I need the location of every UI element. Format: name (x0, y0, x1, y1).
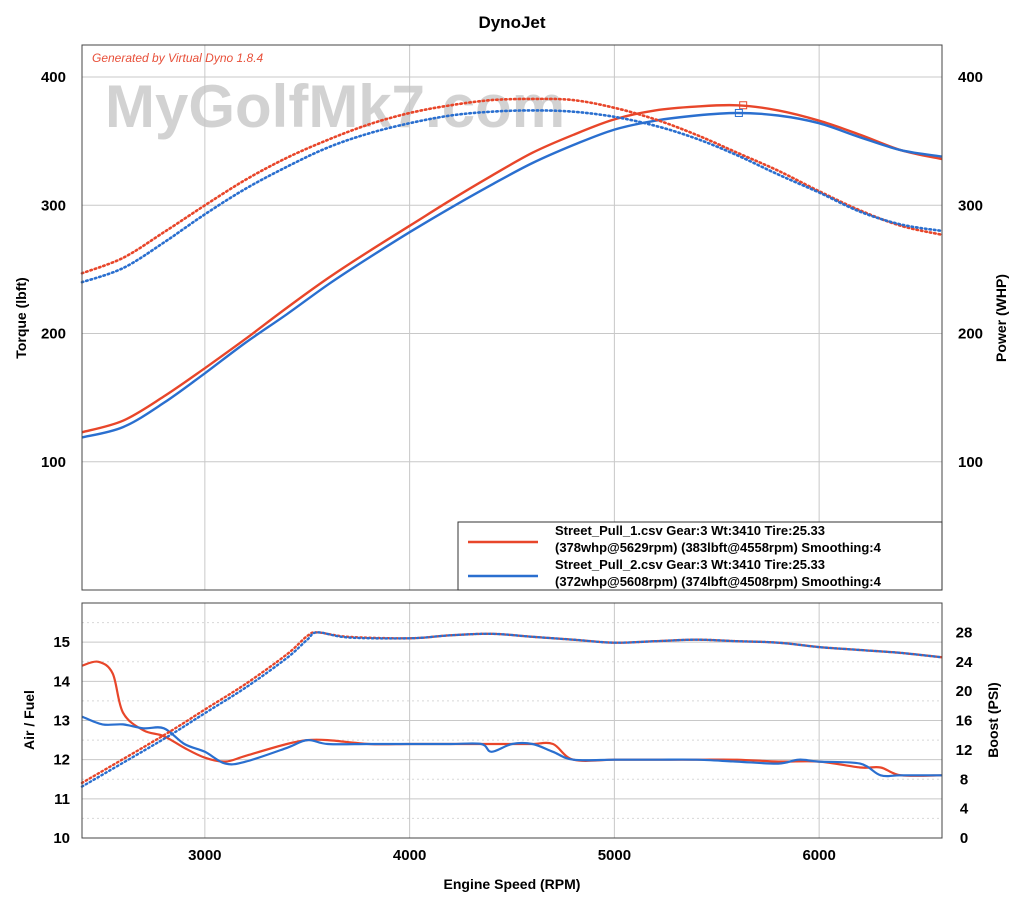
series-line-torque-1 (80, 97, 944, 275)
series-line-torque-2 (80, 109, 944, 284)
axis-ticks: 100 200 300 400 100 200 300 400 10 11 12 13 14 15 0 4 8 1… (41, 69, 983, 864)
legend-box (457, 521, 943, 591)
x-tick-label: 6000 (802, 847, 835, 864)
y-tick-label-power: 100 (958, 454, 983, 471)
series-line-power-2 (81, 111, 943, 439)
y-tick-label-air-fuel: 11 (54, 791, 70, 808)
series-line-boost-2 (80, 631, 944, 788)
y-tick-label-power: 300 (958, 197, 983, 214)
series-line-air_fuel-2 (81, 715, 942, 778)
top-plot-grid (82, 45, 942, 590)
x-tick-label: 4000 (393, 847, 426, 864)
series-line-power-1 (81, 103, 943, 434)
y-tick-label-boost: 28 (956, 624, 973, 641)
y-axis-label-boost: Boost (PSI) (985, 682, 1001, 757)
peak-marker-1 (739, 101, 748, 110)
y-tick-label-boost: 16 (956, 713, 973, 730)
top-plot-series (80, 97, 944, 439)
y-tick-label-power: 200 (958, 326, 983, 343)
series-line-air_fuel-1 (81, 660, 943, 777)
y-tick-label-boost: 4 (960, 801, 969, 818)
legend-entry-2-line-2: (372whp@5608rpm) (374lbft@4508rpm) Smoot… (555, 574, 882, 589)
y-tick-label-boost: 24 (956, 654, 973, 671)
y-tick-label-boost: 12 (956, 742, 973, 759)
y-tick-label-air-fuel: 12 (53, 752, 70, 769)
y-tick-label-air-fuel: 14 (53, 673, 70, 690)
y-tick-label-air-fuel: 15 (53, 634, 70, 651)
legend-entry-1-line-2: (378whp@5629rpm) (383lbft@4558rpm) Smoot… (555, 540, 882, 555)
chart-title: DynoJet (478, 13, 545, 32)
peak-markers (734, 101, 748, 117)
y-tick-label-torque: 300 (41, 197, 66, 214)
bottom-plot-grid (82, 603, 942, 839)
x-axis-label: Engine Speed (RPM) (444, 876, 581, 892)
peak-marker-2 (734, 108, 743, 117)
generator-annotation: Generated by Virtual Dyno 1.8.4 (92, 51, 264, 65)
y-axis-label-power: Power (WHP) (993, 274, 1009, 362)
y-tick-label-air-fuel: 13 (53, 713, 70, 730)
watermark-text: MyGolfMk7.com (105, 73, 565, 140)
y-tick-label-torque: 400 (41, 69, 66, 86)
y-tick-label-boost: 0 (960, 830, 968, 847)
x-tick-label: 5000 (598, 847, 631, 864)
x-tick-label: 3000 (188, 847, 221, 864)
bottom-plot-frame (81, 602, 943, 839)
y-axis-label-air-fuel: Air / Fuel (21, 690, 37, 750)
bottom-plot-series (80, 631, 944, 788)
legend: Street_Pull_1.csv Gear:3 Wt:3410 Tire:25… (457, 521, 943, 591)
y-tick-label-torque: 200 (41, 326, 66, 343)
y-tick-label-boost: 20 (956, 683, 973, 700)
legend-entry-2-line-1: Street_Pull_2.csv Gear:3 Wt:3410 Tire:25… (555, 557, 825, 572)
y-tick-label-air-fuel: 10 (53, 830, 70, 847)
legend-entry-1-line-1: Street_Pull_1.csv Gear:3 Wt:3410 Tire:25… (555, 523, 825, 538)
y-tick-label-power: 400 (958, 69, 983, 86)
y-axis-label-torque: Torque (lbft) (13, 277, 29, 358)
y-tick-label-torque: 100 (41, 454, 66, 471)
y-tick-label-boost: 8 (960, 771, 968, 788)
